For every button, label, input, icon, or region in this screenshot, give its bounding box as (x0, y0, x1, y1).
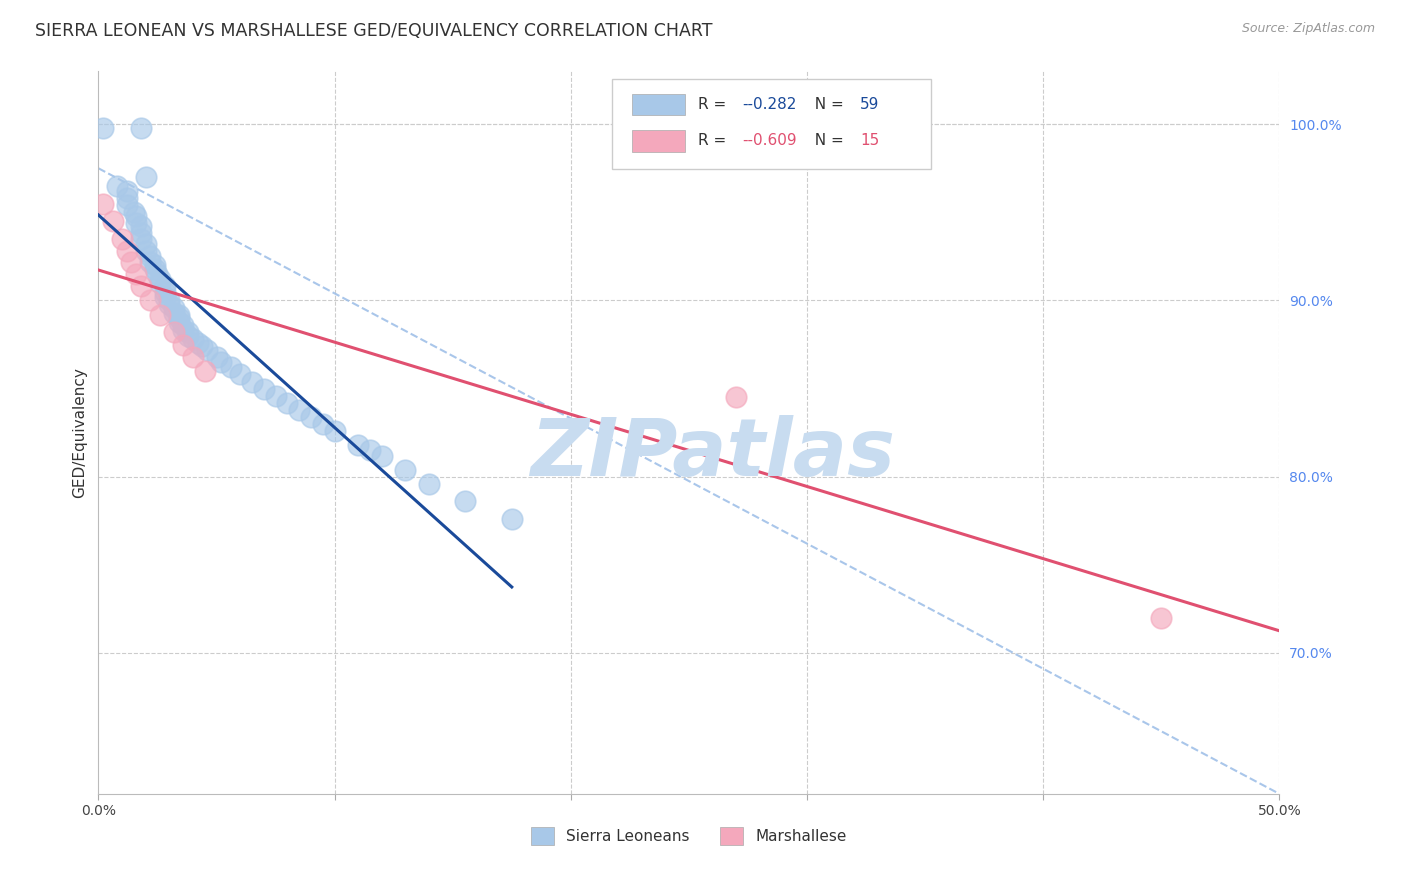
Legend: Sierra Leoneans, Marshallese: Sierra Leoneans, Marshallese (524, 821, 853, 851)
Point (209, 355, 232, 369)
Point (149, 272, 172, 286)
Point (115, 191, 138, 205)
Point (194, 364, 217, 378)
Point (115, 184, 138, 198)
Text: 15: 15 (860, 133, 879, 148)
Text: R =: R = (699, 97, 731, 112)
Text: N =: N = (804, 133, 848, 148)
Point (163, 325, 186, 339)
Point (177, 328, 200, 343)
Point (105, 178, 128, 193)
Point (153, 285, 176, 299)
Point (347, 438, 370, 452)
Point (167, 311, 190, 326)
Point (101, 214, 124, 228)
Point (125, 267, 148, 281)
Point (129, 120, 152, 135)
Point (157, 293, 180, 308)
Point (121, 254, 143, 268)
Point (240, 375, 263, 389)
Point (205, 350, 228, 364)
Point (181, 332, 204, 346)
Point (135, 170, 157, 185)
FancyBboxPatch shape (633, 130, 685, 152)
Point (143, 258, 166, 272)
Point (149, 308, 172, 322)
Text: ZIPatlas: ZIPatlas (530, 416, 896, 493)
Point (91, 196, 114, 211)
Point (146, 267, 169, 281)
Point (167, 315, 190, 329)
Point (725, 390, 748, 404)
Text: Source: ZipAtlas.com: Source: ZipAtlas.com (1241, 22, 1375, 36)
Point (135, 244, 157, 259)
Text: 59: 59 (860, 97, 880, 112)
Point (125, 209, 148, 223)
Y-axis label: GED/Equivalency: GED/Equivalency (72, 368, 87, 498)
Point (167, 308, 190, 322)
Point (111, 232, 134, 246)
Point (191, 339, 214, 353)
Point (181, 350, 204, 364)
Point (253, 382, 276, 396)
Point (1150, 610, 1173, 624)
Point (129, 232, 152, 246)
Point (129, 279, 152, 293)
Point (157, 297, 180, 311)
Point (172, 337, 194, 351)
Text: R =: R = (699, 133, 731, 148)
Point (129, 227, 152, 241)
Point (453, 494, 475, 508)
Point (115, 198, 138, 212)
Point (172, 323, 194, 337)
Point (163, 301, 186, 315)
FancyBboxPatch shape (633, 94, 685, 115)
Point (264, 389, 287, 403)
Point (139, 254, 162, 268)
Point (172, 318, 194, 332)
Text: --0.609: --0.609 (742, 133, 797, 148)
Point (371, 449, 394, 463)
Point (394, 462, 416, 476)
Point (501, 512, 523, 526)
Point (195, 343, 218, 357)
Point (125, 216, 148, 230)
Point (187, 335, 209, 350)
Point (153, 290, 176, 304)
Point (149, 276, 172, 290)
Point (115, 244, 138, 259)
Point (177, 325, 200, 339)
Text: --0.282: --0.282 (742, 97, 796, 112)
Point (418, 476, 440, 491)
Point (143, 261, 166, 276)
Point (122, 205, 145, 219)
Point (219, 360, 242, 375)
Point (139, 249, 162, 263)
Text: SIERRA LEONEAN VS MARSHALLESE GED/EQUIVALENCY CORRELATION CHART: SIERRA LEONEAN VS MARSHALLESE GED/EQUIVA… (35, 22, 713, 40)
Point (299, 409, 322, 424)
Point (163, 306, 186, 320)
Point (276, 395, 298, 409)
Point (91, 120, 114, 135)
Text: N =: N = (804, 97, 848, 112)
Point (359, 443, 381, 458)
Point (229, 368, 252, 382)
Point (129, 219, 152, 234)
Point (312, 417, 335, 431)
Point (153, 279, 176, 293)
Point (323, 424, 346, 438)
Point (288, 402, 311, 417)
FancyBboxPatch shape (612, 78, 931, 169)
Point (139, 293, 162, 308)
Point (135, 237, 157, 252)
